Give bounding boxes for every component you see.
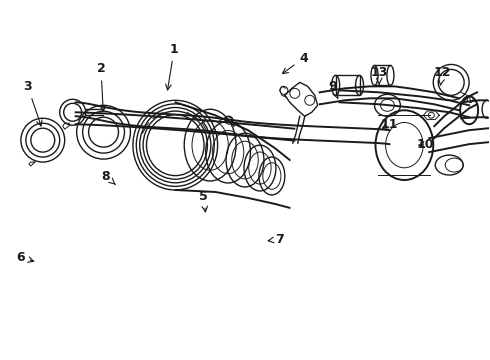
Text: 10: 10 <box>417 138 434 150</box>
Text: 13: 13 <box>370 66 388 85</box>
Text: 9: 9 <box>329 80 338 99</box>
Text: 1: 1 <box>166 42 178 90</box>
Text: 2: 2 <box>97 62 106 112</box>
Text: 11: 11 <box>380 118 398 131</box>
Text: 8: 8 <box>101 170 115 184</box>
Text: 5: 5 <box>199 190 208 212</box>
Text: 12: 12 <box>434 66 451 85</box>
Text: 3: 3 <box>24 80 42 126</box>
Text: 4: 4 <box>282 51 308 74</box>
Bar <box>336 75 360 95</box>
Text: 7: 7 <box>268 233 284 246</box>
Text: 6: 6 <box>16 251 34 264</box>
